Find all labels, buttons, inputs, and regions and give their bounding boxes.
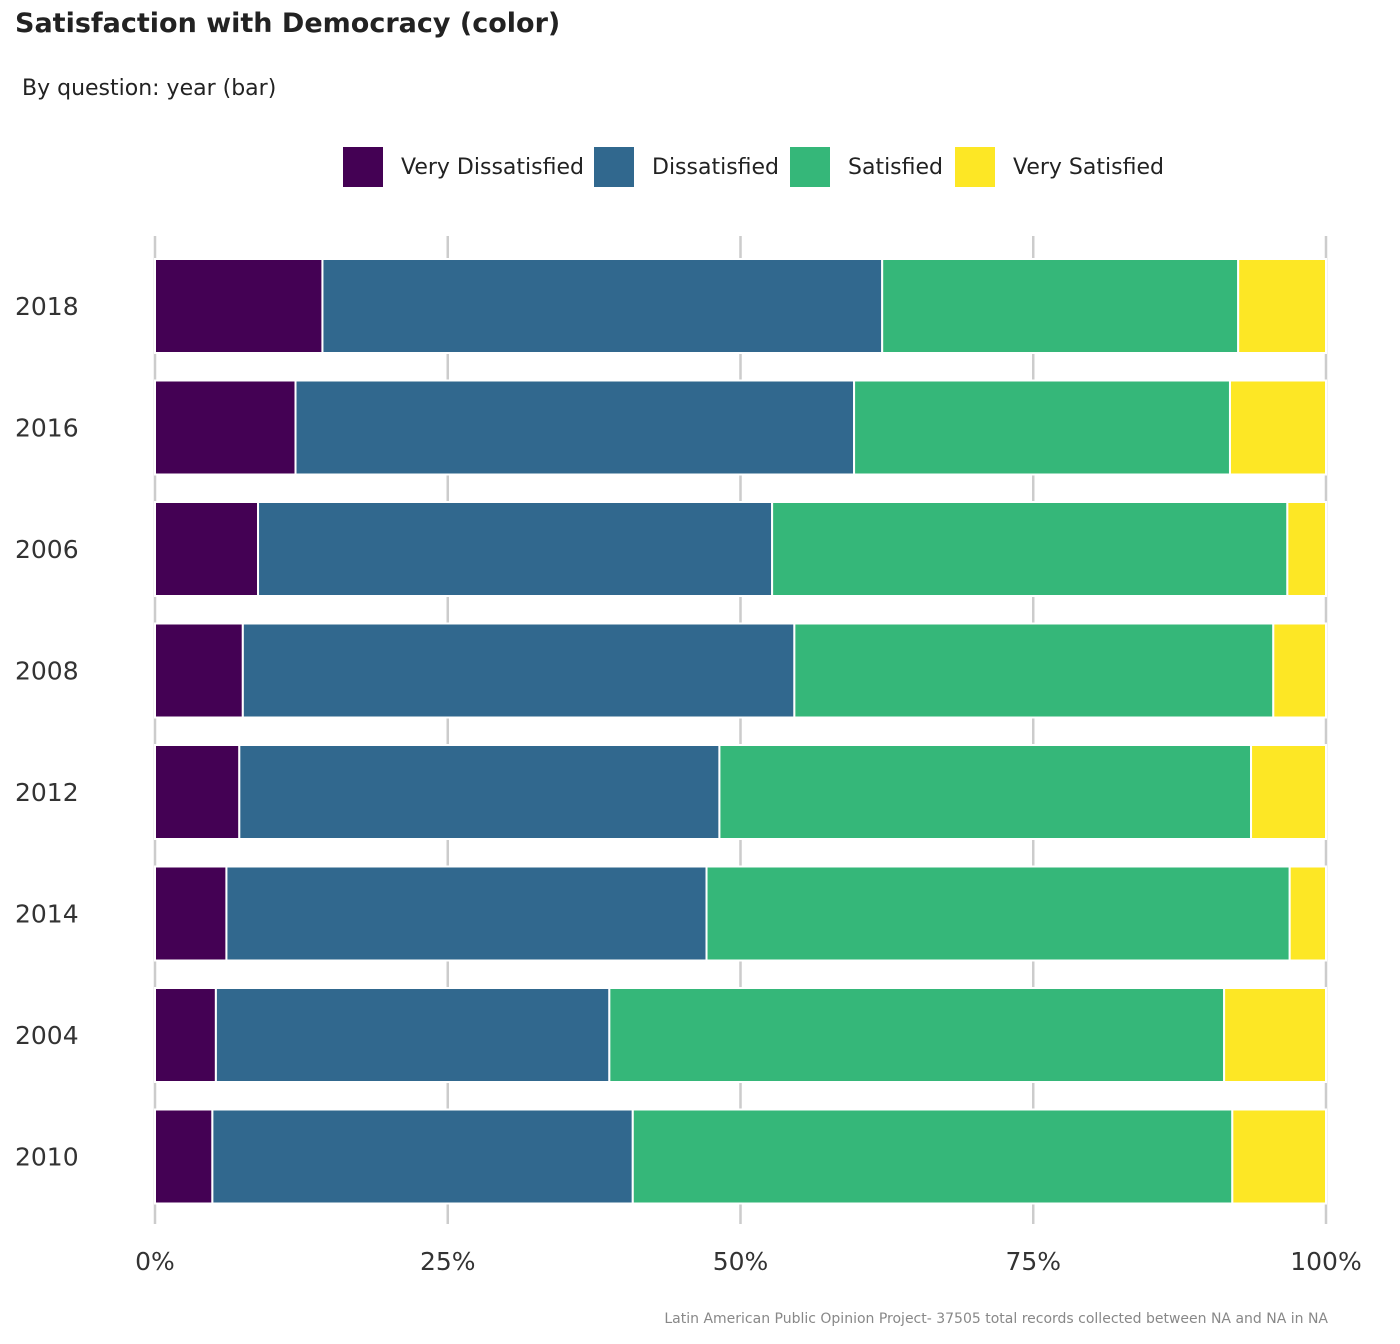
x-tick-label: 50%	[713, 1247, 769, 1276]
y-tick-label-2014: 2014	[15, 900, 79, 929]
legend-key-satisfied	[790, 147, 830, 187]
y-tick-label-2012: 2012	[15, 778, 79, 807]
chart-title: Satisfaction with Democracy (color)	[15, 8, 561, 39]
legend-label-dissatisfied: Dissatisfied	[652, 154, 780, 180]
legend-item-satisfied: Satisfied	[790, 146, 943, 188]
bar-segment-2012-very-satisfied	[1250, 744, 1328, 840]
y-tick-labels: 2018 2016 2006 2008 2012 2014 2004 2010	[15, 292, 79, 1172]
chart-subtitle: By question: year (bar)	[22, 76, 277, 101]
legend-key-very-dissatisfied	[343, 147, 383, 187]
chart-caption: Latin American Public Opinion Project- 3…	[664, 1311, 1328, 1327]
legend-item-very-dissatisfied: Very Dissatisfied	[343, 146, 584, 188]
bar-segment-2004-dissatisfied	[214, 987, 611, 1083]
legend-key-very-satisfied	[955, 147, 995, 187]
bar-segment-2010-dissatisfied	[211, 1108, 634, 1205]
bar-segment-2018-very-satisfied	[1237, 258, 1328, 354]
bar-segment-2010-very-satisfied	[1231, 1108, 1327, 1205]
x-tick-label: 100%	[1290, 1247, 1361, 1276]
bar-segment-2014-very-satisfied	[1288, 865, 1327, 962]
bar-segment-2012-very-dissatisfied	[154, 744, 241, 840]
bar-segment-2006-very-dissatisfied	[154, 501, 260, 597]
bar-segment-2016-very-satisfied	[1228, 379, 1328, 476]
bar-segment-2004-very-dissatisfied	[154, 987, 217, 1083]
bar-segment-2008-very-dissatisfied	[154, 622, 244, 719]
bar-segment-2012-dissatisfied	[238, 744, 721, 840]
legend-item-dissatisfied: Dissatisfied	[594, 146, 779, 188]
x-tick-label: 25%	[420, 1247, 476, 1276]
bar-segment-2010-satisfied	[631, 1108, 1234, 1205]
bar-segment-2008-very-satisfied	[1272, 622, 1328, 719]
bar-segment-2012-satisfied	[718, 744, 1253, 840]
x-tick-labels: 0% 25% 50% 75% 100%	[135, 1247, 1362, 1276]
bar-segment-2014-dissatisfied	[225, 865, 708, 962]
bar-segment-2018-satisfied	[881, 258, 1240, 354]
bar-segment-2018-dissatisfied	[321, 258, 884, 354]
bar-segment-2016-very-dissatisfied	[154, 379, 297, 476]
bar-segment-2014-very-dissatisfied	[154, 865, 228, 962]
bar-segment-2008-satisfied	[793, 622, 1275, 719]
y-tick-label-2016: 2016	[15, 414, 79, 443]
bar-segment-2006-very-satisfied	[1286, 501, 1328, 597]
legend-key-dissatisfied	[594, 147, 634, 187]
bar-segment-2004-satisfied	[608, 987, 1226, 1083]
legend-label-very-satisfied: Very Satisfied	[1013, 154, 1164, 180]
bar-segment-2016-satisfied	[853, 379, 1231, 476]
y-tick-label-2018: 2018	[15, 292, 79, 321]
bar-segment-2016-dissatisfied	[294, 379, 856, 476]
bar-segment-2010-very-dissatisfied	[154, 1108, 214, 1205]
legend-label-satisfied: Satisfied	[848, 154, 944, 180]
bar-segment-2018-very-dissatisfied	[154, 258, 324, 354]
legend-label-very-dissatisfied: Very Dissatisfied	[401, 154, 584, 180]
x-tick-label: 75%	[1005, 1247, 1061, 1276]
bar-segment-2006-dissatisfied	[257, 501, 774, 597]
legend-item-very-satisfied: Very Satisfied	[955, 146, 1164, 188]
bars	[154, 258, 1328, 1205]
bar-segment-2008-dissatisfied	[241, 622, 796, 719]
y-tick-label-2004: 2004	[15, 1021, 79, 1050]
x-tick-label: 0%	[135, 1247, 175, 1276]
y-tick-label-2006: 2006	[15, 535, 79, 564]
y-tick-label-2010: 2010	[15, 1143, 79, 1172]
y-tick-label-2008: 2008	[15, 657, 79, 686]
bar-segment-2006-satisfied	[771, 501, 1289, 597]
bar-segment-2004-very-satisfied	[1223, 987, 1328, 1083]
bar-segment-2014-satisfied	[705, 865, 1291, 962]
legend: Very Dissatisfied Dissatisfied Satisfied…	[0, 146, 1400, 188]
